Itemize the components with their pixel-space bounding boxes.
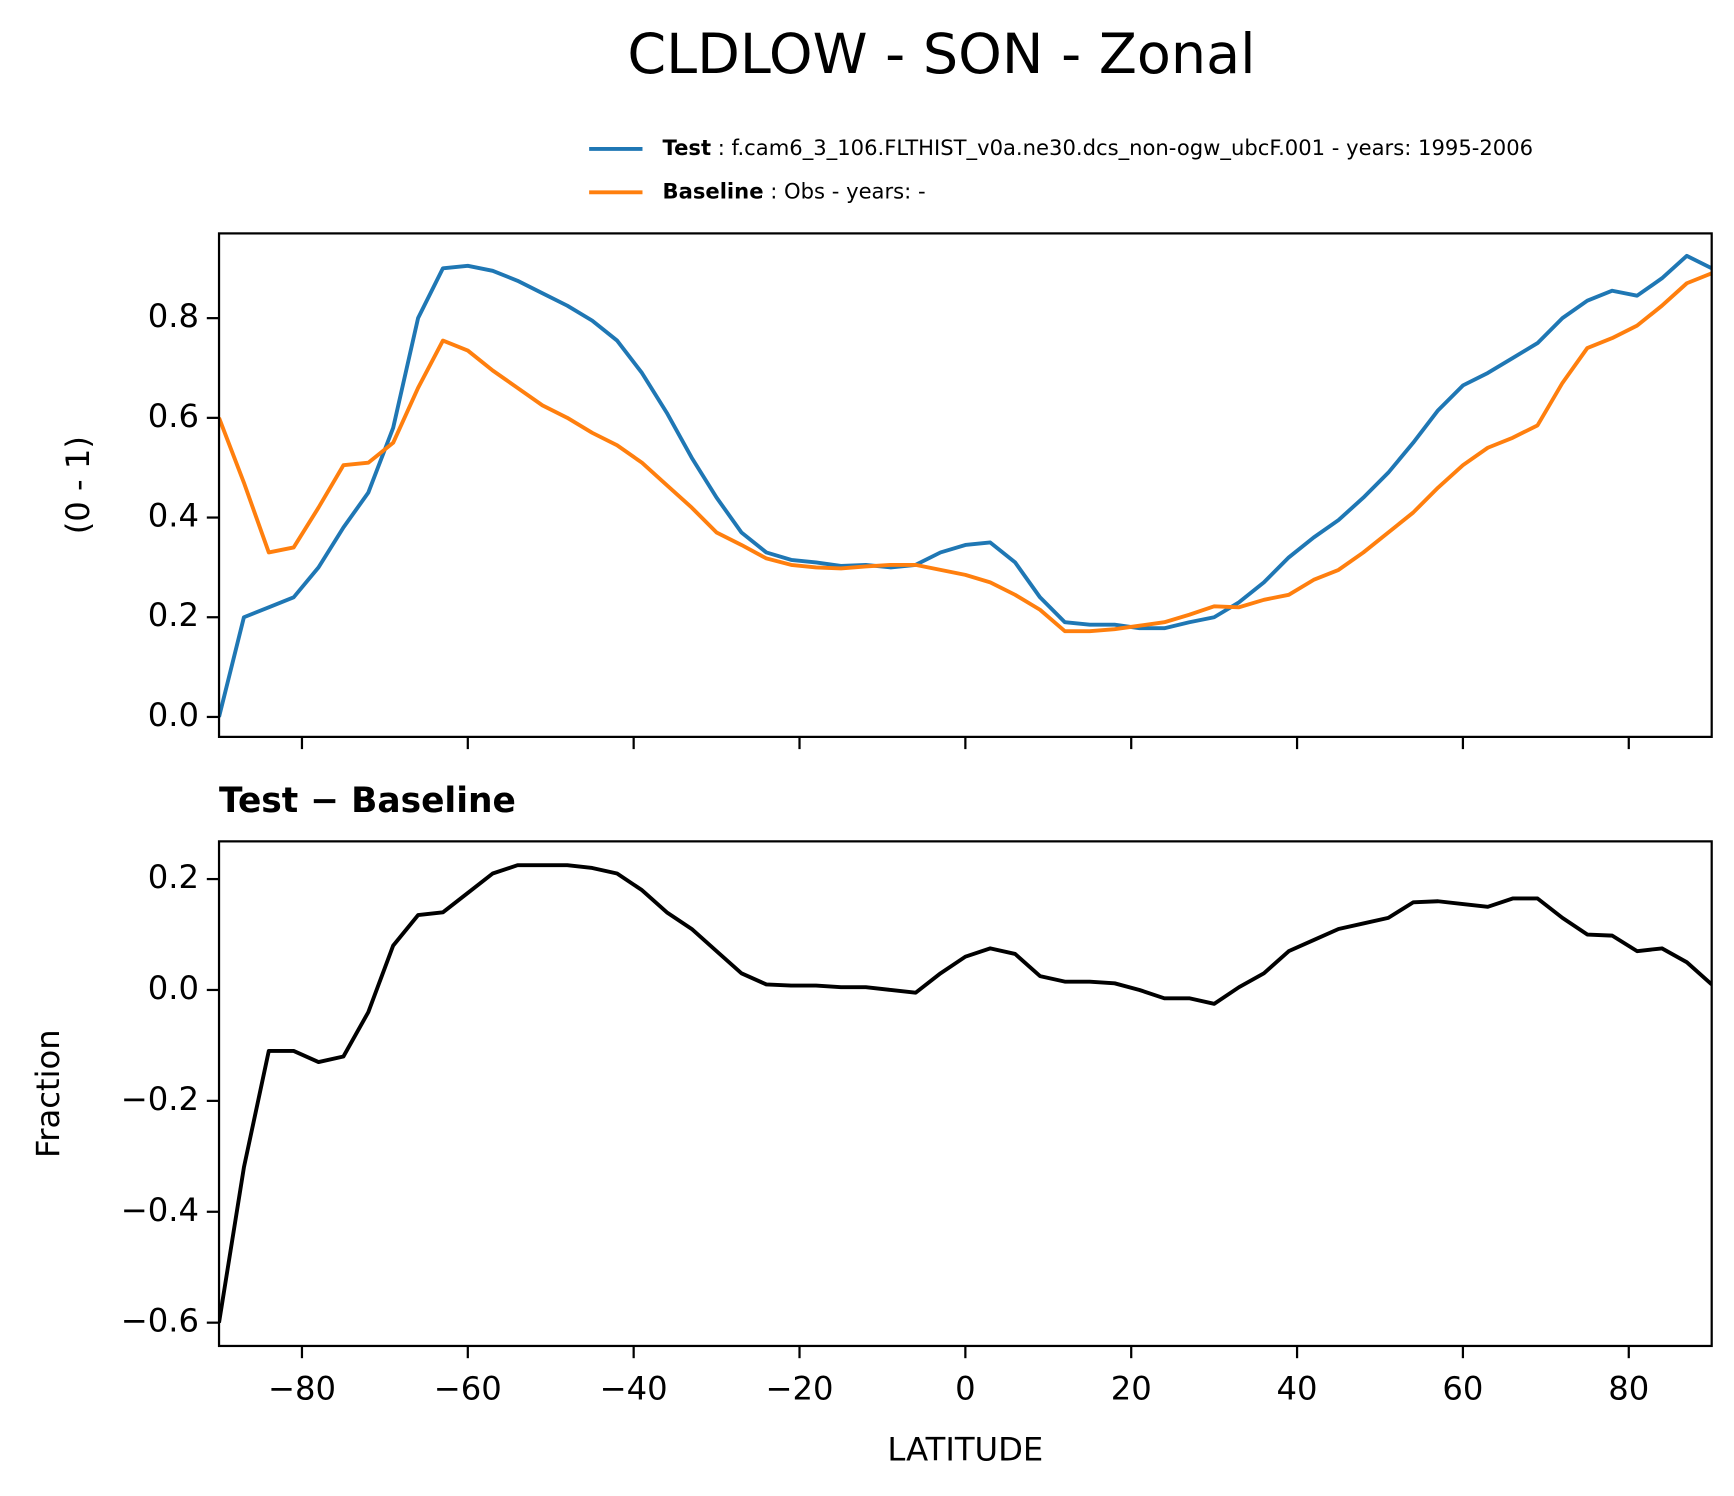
data-line — [219, 253, 1712, 718]
legend-name: Test — [662, 135, 711, 160]
data-line — [219, 271, 1712, 634]
y-tick-label: −0.4 — [121, 1191, 199, 1229]
legend-label: Baseline : Obs - years: - — [662, 178, 925, 203]
y-tick-label: −0.2 — [121, 1080, 199, 1118]
y-axis-label: (0 - 1) — [59, 436, 97, 534]
axes-title: Test − Baseline — [219, 781, 516, 821]
y-tick-label: 0.4 — [148, 497, 199, 535]
y-tick-label: −0.6 — [121, 1302, 199, 1340]
legend-name: Baseline — [662, 178, 763, 203]
x-tick-label: −80 — [268, 1369, 336, 1407]
y-tick-label: 0.0 — [148, 696, 199, 734]
x-tick-label: 20 — [1111, 1369, 1152, 1407]
y-axis-label: Fraction — [29, 1029, 67, 1158]
x-tick-label: −20 — [766, 1369, 834, 1407]
data-line — [219, 863, 1712, 1323]
y-tick-label: 0.2 — [148, 596, 199, 634]
x-tick-label: 40 — [1277, 1369, 1318, 1407]
x-axis-label: LATITUDE — [887, 1431, 1043, 1469]
x-tick-label: −40 — [600, 1369, 668, 1407]
x-tick-label: 80 — [1608, 1369, 1649, 1407]
x-tick-label: 60 — [1442, 1369, 1483, 1407]
figure-title: CLDLOW - SON - Zonal — [627, 22, 1255, 87]
y-tick-label: 0.6 — [148, 397, 199, 435]
y-tick-label: 0.2 — [148, 858, 199, 896]
y-tick-label: 0.8 — [148, 297, 199, 335]
legend-detail: : f.cam6_3_106.FLTHIST_v0a.ne30.dcs_non-… — [718, 135, 1533, 161]
legend-detail: : Obs - years: - — [770, 178, 925, 203]
y-tick-label: 0.0 — [148, 969, 199, 1007]
legend-label: Test : f.cam6_3_106.FLTHIST_v0a.ne30.dcs_… — [662, 135, 1533, 161]
x-tick-label: 0 — [955, 1369, 976, 1407]
x-tick-label: −60 — [434, 1369, 502, 1407]
